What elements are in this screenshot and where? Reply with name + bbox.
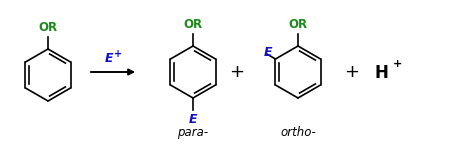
Text: +: + [345, 63, 360, 81]
Text: E: E [263, 45, 272, 58]
Text: OR: OR [288, 18, 307, 31]
Text: OR: OR [184, 18, 202, 31]
Text: +: + [114, 49, 122, 59]
Text: OR: OR [38, 21, 58, 34]
Text: E: E [189, 113, 197, 126]
Text: para-: para- [177, 126, 208, 139]
Text: ortho-: ortho- [280, 126, 316, 139]
Text: H: H [374, 64, 388, 82]
Text: +: + [230, 63, 244, 81]
Text: +: + [393, 59, 402, 69]
Text: E: E [105, 52, 113, 65]
